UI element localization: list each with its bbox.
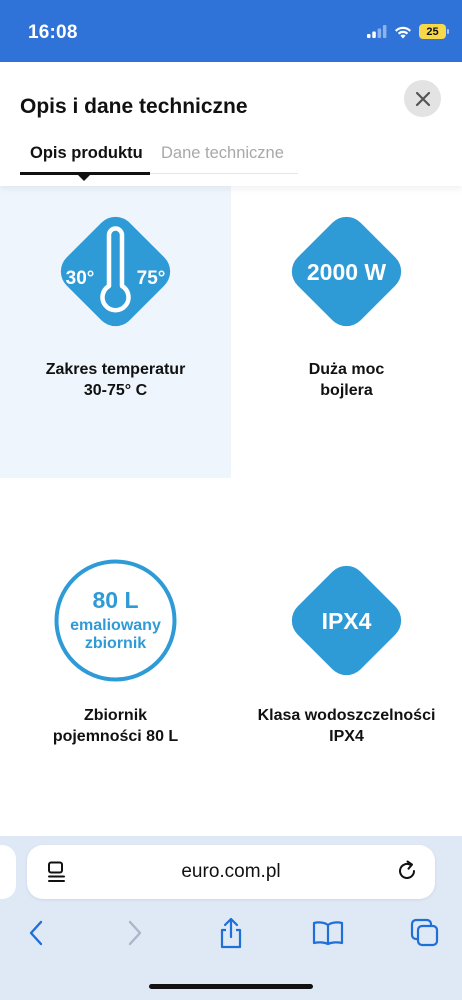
close-button[interactable] xyxy=(404,80,441,117)
icon-text-enamel: emaliowany xyxy=(70,617,161,634)
url-text: euro.com.pl xyxy=(181,861,281,882)
previous-tab-preview[interactable] xyxy=(0,845,16,899)
ipx-badge-icon: IPX4 xyxy=(291,565,402,676)
feature-label-line2: 30-75° C xyxy=(83,382,148,399)
status-time: 16:08 xyxy=(28,22,78,43)
status-bar: 16:08 25 xyxy=(0,0,462,62)
feature-label-line1: Duża moc xyxy=(308,361,385,378)
tab-bar: Opis produktu Dane techniczne xyxy=(20,140,298,181)
feature-label-line1: Klasa wodoszczelności xyxy=(257,707,436,724)
feature-grid: 30° 75° Zakres temperatur 30-75° C 2000 … xyxy=(0,186,462,836)
icon-text-power: 2000 W xyxy=(307,259,387,285)
forward-button[interactable] xyxy=(115,914,155,952)
feature-label: Duża moc bojlera xyxy=(231,359,462,401)
home-indicator[interactable] xyxy=(149,984,313,989)
thermometer-icon: 30° 75° xyxy=(60,216,171,327)
share-icon xyxy=(220,917,242,949)
feature-label-line1: Zakres temperatur xyxy=(45,361,186,378)
tab-dane-techniczne[interactable]: Dane techniczne xyxy=(161,144,284,162)
feature-label: Klasa wodoszczelności IPX4 xyxy=(231,705,462,747)
icon-text-min-temp: 30° xyxy=(66,268,95,289)
sheet-title: Opis i dane techniczne xyxy=(20,95,248,118)
bookmarks-icon xyxy=(312,921,344,946)
feature-tank: 80 L emaliowany zbiornik Zbiornik pojemn… xyxy=(0,536,231,776)
feature-label-line2: IPX4 xyxy=(329,728,364,745)
power-badge-icon: 2000 W xyxy=(291,216,402,327)
icon-text-ipx: IPX4 xyxy=(322,608,372,634)
active-tab-pointer xyxy=(78,175,90,181)
active-tab-indicator xyxy=(20,172,150,175)
tab-opis-produktu[interactable]: Opis produktu xyxy=(30,144,143,162)
reload-icon[interactable] xyxy=(396,860,418,882)
battery-icon: 25 xyxy=(419,24,449,39)
tabs-icon xyxy=(410,918,439,947)
icon-text-tank: zbiornik xyxy=(85,635,146,652)
share-button[interactable] xyxy=(211,914,251,952)
sheet-header: Opis i dane techniczne Opis produktu Dan… xyxy=(0,62,462,186)
address-bar[interactable]: euro.com.pl xyxy=(27,845,435,899)
tank-badge-icon: 80 L emaliowany zbiornik xyxy=(54,559,177,682)
back-button[interactable] xyxy=(16,914,56,952)
feature-label: Zbiornik pojemności 80 L xyxy=(0,705,231,747)
close-icon xyxy=(415,91,430,106)
tabs-button[interactable] xyxy=(405,914,445,952)
bookmarks-button[interactable] xyxy=(308,914,348,952)
browser-toolbar: euro.com.pl xyxy=(0,836,462,1000)
wifi-icon xyxy=(395,26,411,38)
icon-text-max-temp: 75° xyxy=(137,268,166,289)
feature-power: 2000 W Duża moc bojlera xyxy=(231,186,462,478)
reader-mode-icon[interactable] xyxy=(47,861,67,883)
forward-icon xyxy=(128,920,142,946)
battery-level: 25 xyxy=(426,25,439,38)
feature-label-line2: bojlera xyxy=(320,382,373,399)
back-icon xyxy=(29,920,43,946)
signal-icon xyxy=(367,25,387,38)
feature-temperature: 30° 75° Zakres temperatur 30-75° C xyxy=(0,186,231,478)
icon-text-capacity: 80 L xyxy=(92,587,138,613)
feature-label-line2: pojemności 80 L xyxy=(52,728,179,745)
feature-waterproof: IPX4 Klasa wodoszczelności IPX4 xyxy=(231,536,462,776)
status-icons: 25 xyxy=(367,24,449,39)
browser-nav-row xyxy=(0,914,462,952)
feature-label-line1: Zbiornik xyxy=(83,707,148,724)
feature-label: Zakres temperatur 30-75° C xyxy=(0,359,231,401)
